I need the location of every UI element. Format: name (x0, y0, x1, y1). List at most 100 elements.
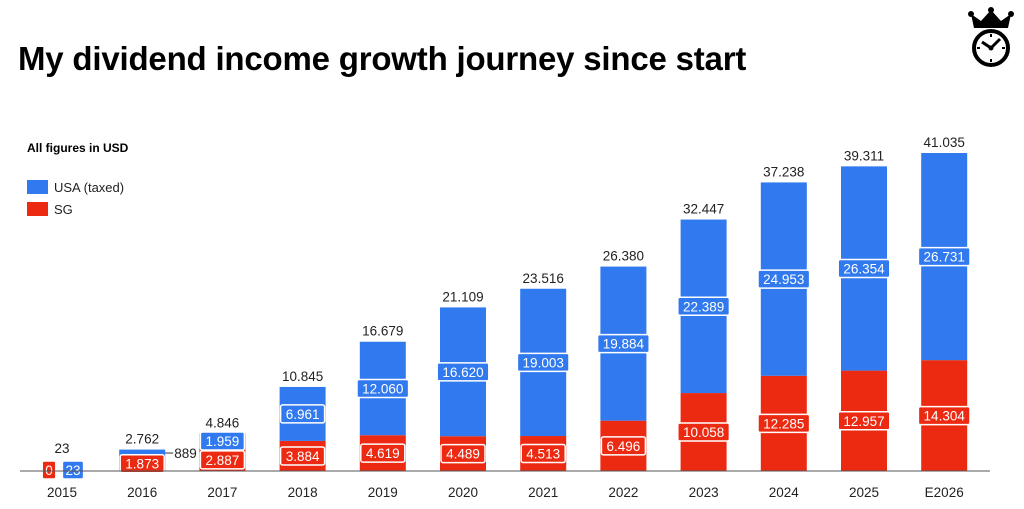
legend-swatch-sg (27, 202, 48, 216)
chart-subtitle: All figures in USD (27, 141, 129, 155)
total-label-E2026: 41.035 (924, 135, 965, 150)
data-label-sg-E2026: 14.304 (917, 405, 971, 426)
x-tick-2022: 2022 (608, 485, 638, 500)
x-tick-2016: 2016 (127, 485, 157, 500)
data-label-usa-2025-bg (837, 258, 891, 279)
data-label-usa-2024-bg (757, 269, 811, 289)
data-label-usa-2021-text: 19.003 (523, 355, 564, 370)
data-label-sg-2016: 1.873 (119, 453, 165, 474)
data-label-usa-2021-bg (516, 352, 570, 373)
x-tick-2019: 2019 (368, 485, 398, 500)
data-label-usa-2017-bg (199, 431, 246, 451)
data-label-sg-2024: 12.285 (757, 413, 811, 434)
x-tick-2023: 2023 (689, 485, 719, 500)
x-tick-2017: 2017 (207, 485, 237, 500)
data-label-usa-2020-bg (436, 362, 490, 382)
data-label-sg-2020-text: 4.489 (446, 447, 480, 462)
x-tick-2018: 2018 (288, 485, 318, 500)
total-label-2023: 32.447 (683, 202, 724, 217)
data-label-usa-2019-bg (356, 378, 410, 399)
data-label-usa-2022-text: 19.884 (603, 337, 645, 352)
data-label-sg-2020-bg (440, 443, 486, 464)
total-label-2022: 26.380 (603, 249, 644, 264)
total-label-2021: 23.516 (523, 271, 564, 286)
total-label-2018: 10.845 (282, 369, 323, 384)
data-label-sg-2018-text: 3.884 (286, 449, 320, 464)
data-label-usa-2018-text: 6.961 (286, 407, 320, 422)
data-label-usa-2020: 16.620 (436, 362, 490, 382)
data-label-sg-2019: 4.619 (360, 443, 406, 463)
data-label-sg-2021: 4.513 (520, 443, 566, 464)
data-label-usa-2025-text: 26.354 (843, 261, 885, 276)
data-label-sg-2017-bg (199, 450, 246, 470)
x-tick-2024: 2024 (769, 485, 800, 500)
data-label-sg-E2026-text: 14.304 (924, 409, 966, 424)
x-tick-2025: 2025 (849, 485, 879, 500)
data-label-sg-2024-text: 12.285 (763, 416, 804, 431)
legend: USA (taxed) SG (27, 180, 124, 217)
total-label-2025: 39.311 (844, 148, 884, 163)
x-tick-2021: 2021 (528, 485, 558, 500)
data-label-usa-2025: 26.354 (837, 258, 891, 279)
total-label-2016: 2.762 (125, 432, 159, 447)
total-label-2015: 23 (54, 441, 69, 456)
bar-usa-2016 (119, 449, 166, 457)
data-label-usa-2015: 23 (61, 460, 85, 480)
x-tick-2020: 2020 (448, 485, 478, 500)
data-label-sg-2023-bg (677, 422, 731, 442)
total-label-2017: 4.846 (206, 415, 240, 430)
data-label-sg-2018-bg (279, 446, 326, 466)
data-label-sg-2023: 10.058 (677, 422, 731, 442)
data-label-usa-2019: 12.060 (356, 378, 410, 399)
data-label-usa-2023-text: 22.389 (683, 299, 724, 314)
data-label-sg-2022-text: 6.496 (607, 439, 641, 454)
data-label-sg-2022: 6.496 (600, 436, 647, 456)
chart-title: My dividend income growth journey since … (18, 40, 747, 77)
data-label-sg-2020: 4.489 (440, 443, 486, 464)
total-label-2019: 16.679 (362, 324, 403, 339)
data-label-sg-2016-bg (119, 453, 165, 474)
data-label-usa-2016: 889 (174, 446, 197, 461)
data-label-usa-2018: 6.961 (279, 404, 326, 424)
total-label-2024: 37.238 (763, 164, 804, 179)
data-label-sg-2021-bg (520, 443, 566, 464)
data-label-usa-2020-text: 16.620 (442, 365, 483, 380)
data-label-sg-2015: 0 (41, 460, 57, 480)
data-label-usa-2024: 24.953 (757, 269, 811, 289)
legend-swatch-usa (27, 180, 48, 194)
data-label-sg-2025-bg (837, 411, 891, 431)
data-label-usa-2017: 1.959 (199, 431, 246, 451)
data-label-usa-E2026: 26.731 (917, 246, 971, 267)
data-label-sg-2015-bg (41, 460, 57, 480)
data-label-usa-2015-bg (61, 460, 85, 480)
data-label-sg-2018: 3.884 (279, 446, 326, 466)
data-label-sg-2019-text: 4.619 (366, 446, 400, 461)
data-label-usa-2017-text: 1.959 (206, 434, 240, 449)
data-label-usa-2021: 19.003 (516, 352, 570, 373)
data-label-sg-2024-bg (757, 413, 811, 434)
data-label-sg-2023-text: 10.058 (683, 425, 724, 440)
legend-label-sg: SG (54, 202, 73, 217)
data-label-usa-2022-bg (596, 333, 650, 354)
legend-label-usa: USA (taxed) (54, 180, 124, 195)
data-label-usa-2023-bg (677, 296, 731, 317)
data-label-sg-2019-bg (360, 443, 406, 463)
crown-clock-icon (966, 6, 1016, 73)
data-label-sg-E2026-bg (917, 405, 971, 426)
data-label-sg-2025: 12.957 (837, 411, 891, 431)
data-label-usa-E2026-bg (917, 246, 971, 267)
x-tick-2015: 2015 (47, 485, 77, 500)
x-tick-E2026: E2026 (925, 485, 964, 500)
total-label-2020: 21.109 (442, 289, 483, 304)
data-label-usa-2018-bg (279, 404, 326, 424)
data-label-sg-2022-bg (600, 436, 647, 456)
data-label-usa-E2026-text: 26.731 (924, 250, 965, 265)
data-label-usa-2023: 22.389 (677, 296, 731, 317)
data-label-sg-2025-text: 12.957 (843, 414, 884, 429)
data-label-usa-2019-text: 12.060 (362, 381, 403, 396)
data-label-sg-2021-text: 4.513 (526, 447, 560, 462)
data-label-usa-2024-text: 24.953 (763, 272, 804, 287)
data-label-sg-2017: 2.887 (199, 450, 246, 470)
data-label-sg-2016-text: 1.873 (125, 457, 159, 472)
